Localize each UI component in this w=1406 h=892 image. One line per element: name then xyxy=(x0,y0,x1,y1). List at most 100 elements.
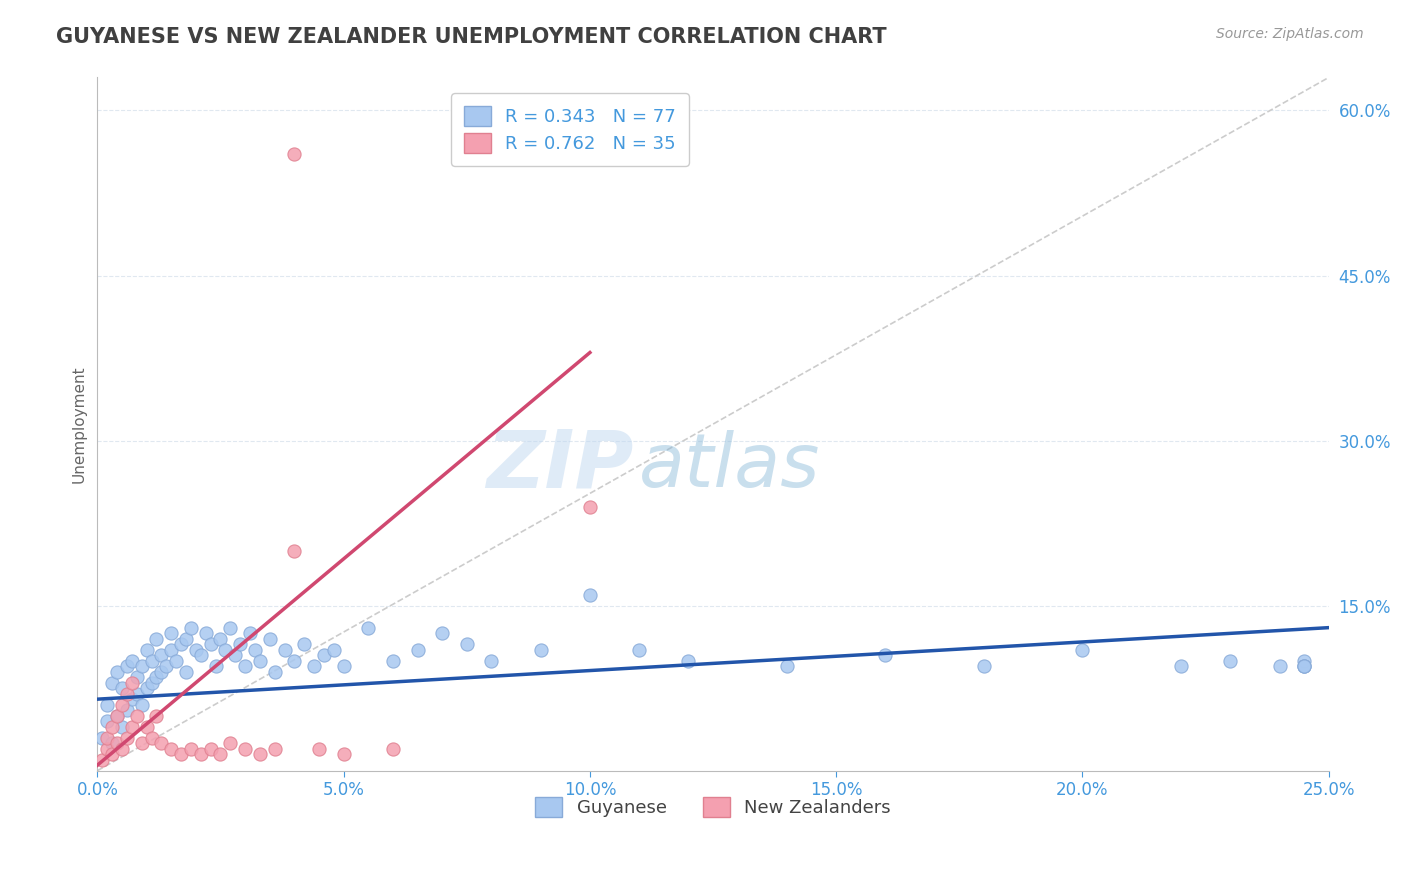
Point xyxy=(125,708,148,723)
Point xyxy=(101,736,124,750)
Text: atlas: atlas xyxy=(640,430,821,501)
Point xyxy=(165,654,187,668)
Point xyxy=(115,731,138,745)
Point xyxy=(1294,659,1316,673)
Point xyxy=(184,642,207,657)
Point xyxy=(150,736,173,750)
Point xyxy=(263,665,285,679)
Point xyxy=(283,654,305,668)
Point xyxy=(776,659,799,673)
Point xyxy=(406,642,429,657)
Point xyxy=(308,741,330,756)
Point xyxy=(101,675,124,690)
Point xyxy=(160,626,183,640)
Text: Source: ZipAtlas.com: Source: ZipAtlas.com xyxy=(1216,27,1364,41)
Point xyxy=(111,698,134,712)
Point xyxy=(332,659,354,673)
Point xyxy=(115,703,138,717)
Point xyxy=(1294,659,1316,673)
Point xyxy=(170,637,193,651)
Point xyxy=(180,741,202,756)
Point xyxy=(312,648,335,662)
Point xyxy=(204,659,226,673)
Point xyxy=(1219,654,1241,668)
Point xyxy=(141,654,163,668)
Legend: Guyanese, New Zealanders: Guyanese, New Zealanders xyxy=(527,789,898,824)
Point xyxy=(101,720,124,734)
Point xyxy=(273,642,295,657)
Text: GUYANESE VS NEW ZEALANDER UNEMPLOYMENT CORRELATION CHART: GUYANESE VS NEW ZEALANDER UNEMPLOYMENT C… xyxy=(56,27,887,46)
Point xyxy=(121,675,143,690)
Point xyxy=(200,637,222,651)
Point xyxy=(91,731,114,745)
Point xyxy=(145,708,167,723)
Point xyxy=(1071,642,1094,657)
Point xyxy=(131,698,153,712)
Point xyxy=(101,747,124,762)
Point xyxy=(579,588,602,602)
Point xyxy=(150,665,173,679)
Point xyxy=(481,654,503,668)
Point xyxy=(678,654,700,668)
Point xyxy=(628,642,651,657)
Point xyxy=(381,741,404,756)
Point xyxy=(1294,654,1316,668)
Point xyxy=(283,543,305,558)
Point xyxy=(259,632,281,646)
Point xyxy=(105,708,128,723)
Point xyxy=(263,741,285,756)
Y-axis label: Unemployment: Unemployment xyxy=(72,365,86,483)
Point xyxy=(111,720,134,734)
Point xyxy=(174,632,197,646)
Point xyxy=(233,741,256,756)
Point xyxy=(249,747,271,762)
Point xyxy=(579,500,602,514)
Point xyxy=(357,621,380,635)
Point xyxy=(96,741,118,756)
Point xyxy=(91,753,114,767)
Point xyxy=(214,642,236,657)
Point xyxy=(430,626,453,640)
Point xyxy=(302,659,325,673)
Point xyxy=(456,637,478,651)
Point xyxy=(160,741,183,756)
Point xyxy=(155,659,177,673)
Point xyxy=(121,654,143,668)
Point xyxy=(160,642,183,657)
Point xyxy=(111,741,134,756)
Point xyxy=(115,659,138,673)
Point xyxy=(1294,659,1316,673)
Text: ZIP: ZIP xyxy=(485,426,633,505)
Point xyxy=(233,659,256,673)
Point xyxy=(190,747,212,762)
Point xyxy=(1268,659,1291,673)
Point xyxy=(180,621,202,635)
Point xyxy=(194,626,217,640)
Point xyxy=(219,621,242,635)
Point xyxy=(125,687,148,701)
Point xyxy=(229,637,252,651)
Point xyxy=(249,654,271,668)
Point xyxy=(190,648,212,662)
Point xyxy=(135,681,157,695)
Point xyxy=(219,736,242,750)
Point xyxy=(115,687,138,701)
Point xyxy=(121,720,143,734)
Point xyxy=(105,736,128,750)
Point xyxy=(111,681,134,695)
Point xyxy=(875,648,897,662)
Point xyxy=(224,648,246,662)
Point xyxy=(243,642,266,657)
Point xyxy=(135,642,157,657)
Point xyxy=(135,720,157,734)
Point xyxy=(530,642,553,657)
Point xyxy=(283,147,305,161)
Point xyxy=(170,747,193,762)
Point xyxy=(174,665,197,679)
Point xyxy=(1170,659,1192,673)
Point xyxy=(96,714,118,728)
Point xyxy=(105,665,128,679)
Point xyxy=(121,692,143,706)
Point xyxy=(125,670,148,684)
Point xyxy=(145,632,167,646)
